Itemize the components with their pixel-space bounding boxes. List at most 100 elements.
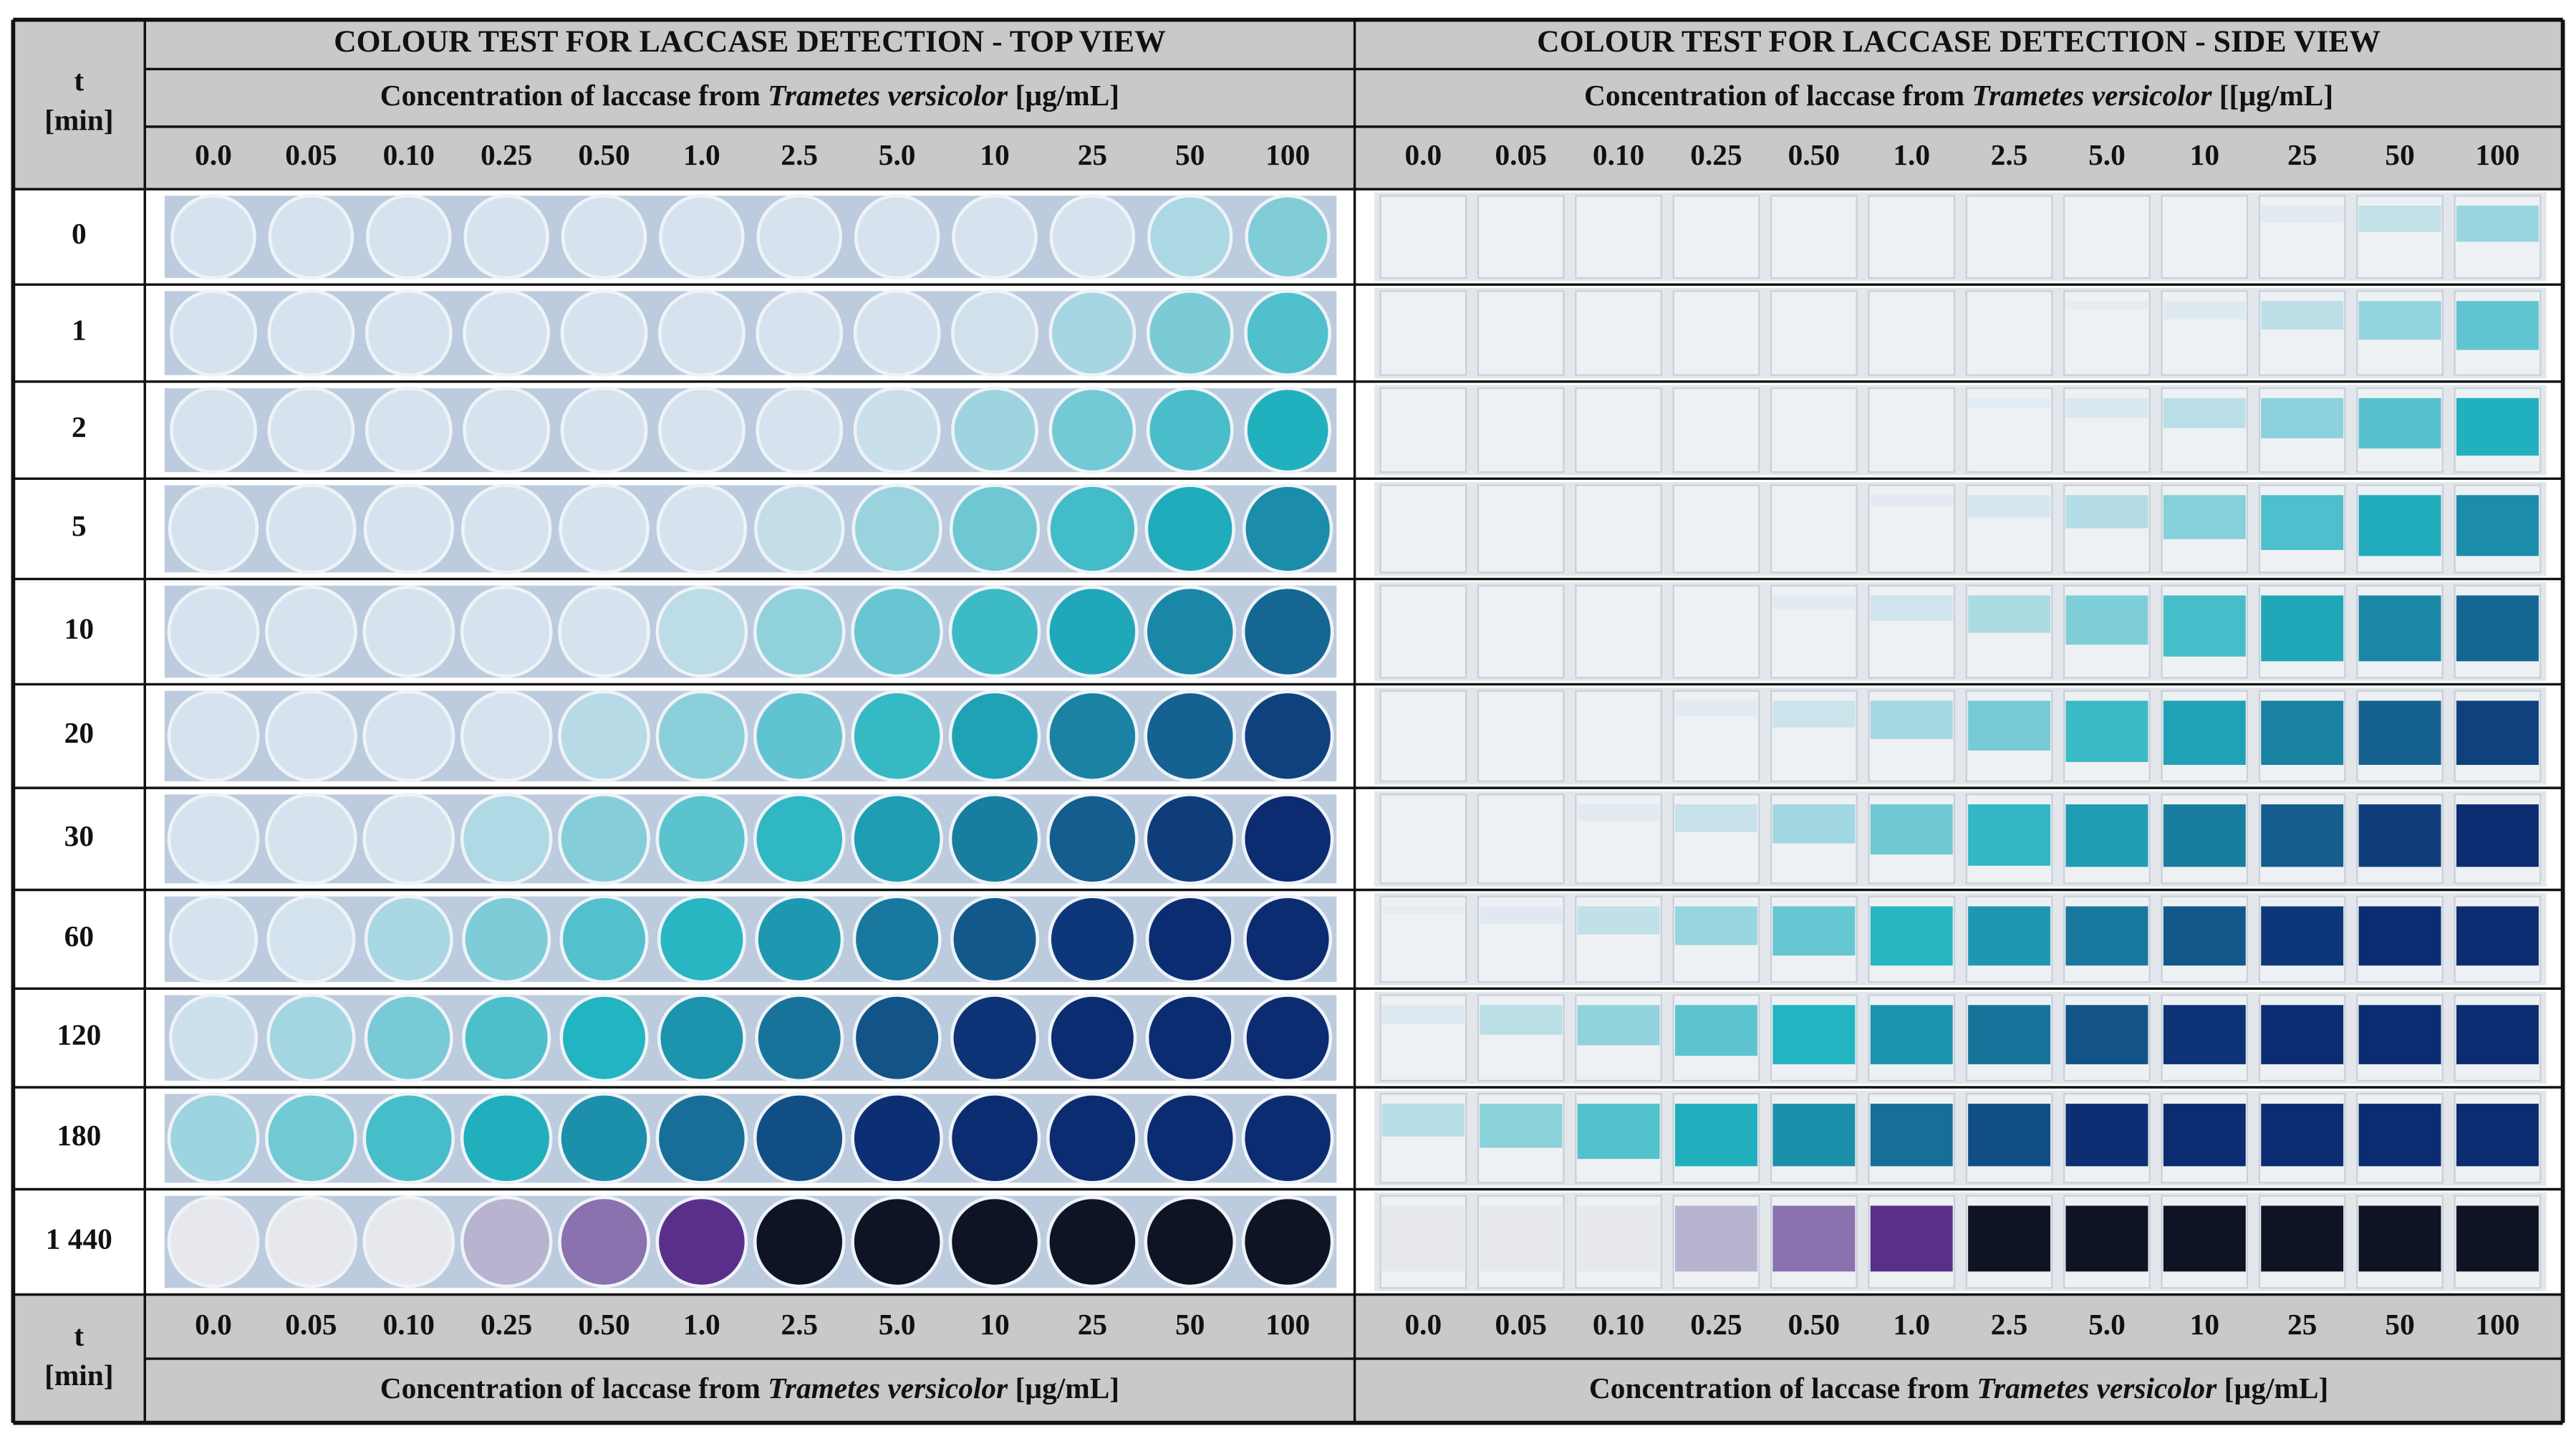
concentration-value: 50 (2385, 1308, 2414, 1341)
well (363, 483, 454, 574)
well (755, 895, 844, 984)
vial (1379, 895, 1467, 983)
side-view-photo (1374, 1090, 2547, 1186)
well (657, 289, 746, 377)
species-name: Trametes versicolor (1977, 1372, 2217, 1404)
well (655, 792, 748, 885)
concentration-value: 10 (980, 138, 1009, 171)
liquid-band (1577, 1104, 1660, 1160)
corner-label: t (74, 1319, 84, 1352)
liquid-band (2065, 397, 2148, 418)
liquid-band (1480, 906, 1563, 925)
well (851, 1092, 943, 1185)
concentration-value: 0.10 (383, 138, 435, 171)
well (1241, 585, 1334, 678)
well (753, 1195, 846, 1288)
well (560, 386, 648, 474)
well (1046, 1195, 1139, 1288)
liquid-band (2358, 1005, 2441, 1064)
vial (1575, 195, 1663, 279)
liquid-band (1870, 906, 1953, 966)
vial (1965, 195, 2053, 279)
well (854, 194, 940, 280)
well (852, 993, 942, 1083)
well (167, 690, 260, 783)
liquid-band (2163, 1005, 2246, 1064)
well (167, 585, 260, 678)
concentration-value: 50 (1175, 1308, 1205, 1341)
liquid-band (1870, 495, 1953, 507)
well (1046, 585, 1139, 678)
panel-title: COLOUR TEST FOR LACCASE DETECTION - TOP … (334, 24, 1166, 59)
concentration-value: 50 (1175, 138, 1205, 171)
liquid-band (1870, 804, 1953, 855)
vial (1868, 290, 1956, 376)
vial (1672, 484, 1760, 574)
well (268, 194, 354, 280)
well (462, 993, 551, 1083)
liquid-band (2065, 1205, 2148, 1272)
vial (1575, 387, 1663, 473)
vial (1379, 387, 1467, 473)
side-view-photo (1374, 385, 2547, 476)
well (655, 585, 748, 678)
liquid-band (2163, 1104, 2246, 1167)
vial (1672, 584, 1760, 679)
liquid-band (2261, 700, 2344, 765)
concentration-value: 25 (2287, 138, 2317, 171)
vial (1477, 387, 1565, 473)
concentration-value: 2.5 (1991, 1308, 2028, 1341)
time-value: 60 (64, 920, 94, 953)
well (1244, 289, 1332, 377)
liquid-band (2456, 1104, 2539, 1167)
concentration-value: 25 (1078, 138, 1107, 171)
time-value: 1 440 (46, 1222, 112, 1255)
time-value: 30 (64, 819, 94, 852)
well (463, 386, 551, 474)
well (852, 483, 942, 574)
concentration-value: 0.25 (481, 138, 532, 171)
top-view-photo (164, 585, 1337, 678)
well (756, 194, 843, 280)
well (1049, 194, 1136, 280)
well (950, 895, 1040, 984)
vial (2063, 290, 2151, 376)
top-view-photo (164, 1094, 1337, 1183)
concentration-value: 10 (980, 1308, 1009, 1341)
well (366, 194, 452, 280)
liquid-band (1480, 1104, 1563, 1148)
vial (1770, 584, 1858, 679)
liquid-band (1480, 1205, 1563, 1272)
side-view-photo (1374, 991, 2547, 1084)
well (1145, 895, 1235, 984)
liquid-band (1577, 906, 1660, 935)
vial (1477, 195, 1565, 279)
concentration-label: Concentration of laccase from Trametes v… (1589, 1372, 2328, 1404)
well (558, 1092, 650, 1185)
concentration-value: 10 (2190, 138, 2219, 171)
vial (1379, 794, 1467, 885)
corner-label: t (74, 64, 84, 97)
concentration-value: 0.05 (285, 1308, 337, 1341)
well (948, 1092, 1041, 1185)
liquid-band (1480, 1005, 1563, 1035)
liquid-band (2065, 700, 2148, 762)
liquid-band (1381, 1205, 1465, 1272)
well (364, 993, 453, 1083)
top-view-photo (164, 896, 1337, 983)
well (560, 289, 648, 377)
liquid-band (1870, 1104, 1953, 1167)
liquid-band (2358, 301, 2441, 340)
concentration-value: 50 (2385, 138, 2414, 171)
vial (1672, 290, 1760, 376)
well (1243, 993, 1333, 1083)
concentration-value: 2.5 (781, 1308, 818, 1341)
concentration-label: Concentration of laccase from Trametes v… (1584, 79, 2333, 112)
well (267, 289, 355, 377)
well (1144, 483, 1235, 574)
liquid-band (2065, 595, 2148, 645)
top-view-photo (164, 485, 1337, 573)
well (1047, 483, 1138, 574)
